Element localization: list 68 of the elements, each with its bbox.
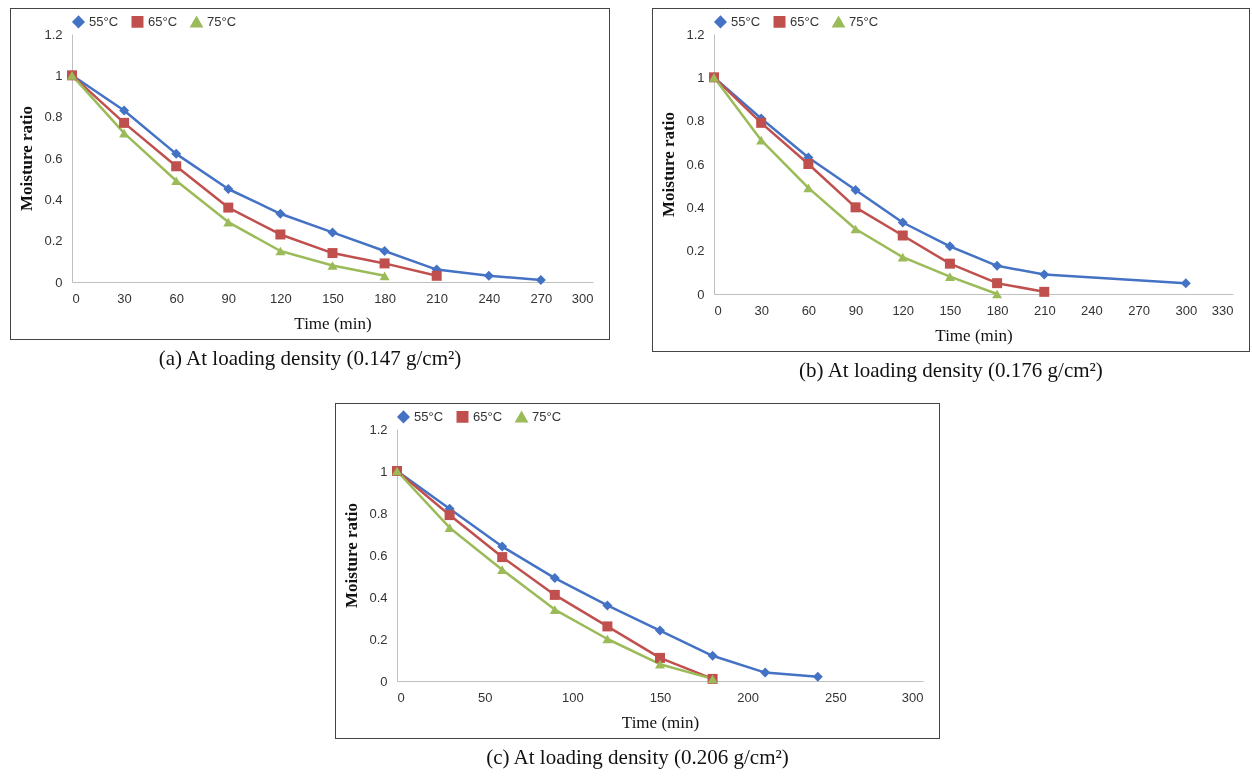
- x-tick-label: 90: [221, 290, 237, 306]
- x-tick-label: 60: [169, 290, 184, 306]
- legend-label: 65°C: [473, 408, 503, 424]
- text: (b) At loading density (0.176 g/cm²): [798, 358, 1104, 383]
- y-tick-label: 0.6: [44, 150, 63, 166]
- x-tick-label: 0: [397, 689, 405, 705]
- x-tick-label: 270: [530, 290, 553, 306]
- y-tick-label: 0.2: [686, 243, 705, 259]
- legend-label: 65°C: [790, 13, 820, 29]
- y-tick-label: 0.2: [44, 233, 63, 249]
- y-tick-label: 0: [55, 274, 63, 290]
- y-tick-label: 1.2: [686, 26, 705, 42]
- x-tick-label: 240: [478, 290, 501, 306]
- x-tick-label: 90: [848, 302, 864, 318]
- x-tick-label: 180: [374, 290, 396, 306]
- y-tick-label: 0.8: [686, 113, 705, 129]
- x-tick-label: 250: [824, 689, 847, 705]
- x-tick-label: 240: [1081, 302, 1103, 318]
- y-axis-title: Moisture ratio: [342, 503, 362, 608]
- legend-label: 75°C: [532, 409, 562, 425]
- x-tick-label: 120: [270, 290, 292, 306]
- x-tick-label: 30: [117, 290, 132, 306]
- y-tick-label: 0.8: [369, 505, 388, 521]
- x-tick-label: 330: [1211, 302, 1234, 318]
- y-tick-label: 0.6: [369, 547, 388, 563]
- y-tick-label: 0.4: [369, 589, 388, 605]
- y-tick-label: 1.2: [44, 26, 63, 42]
- y-tick-label: 0.4: [686, 199, 705, 215]
- legend-label: 55°C: [731, 13, 761, 29]
- x-tick-label: 270: [1128, 302, 1150, 318]
- y-tick-label: 1.2: [369, 421, 388, 437]
- x-tick-label: 150: [649, 689, 672, 705]
- y-tick-label: 1: [55, 67, 63, 83]
- x-tick-label: 50: [477, 689, 493, 705]
- x-tick-label: 0: [72, 290, 80, 306]
- text: (a) At loading density (0.147 g/cm²): [157, 346, 463, 371]
- legend-label: 55°C: [89, 13, 119, 29]
- x-axis-title: Time (min): [935, 325, 1013, 345]
- y-tick-label: 0.8: [44, 109, 63, 125]
- x-tick-label: 300: [1175, 302, 1198, 318]
- x-tick-label: 150: [939, 302, 962, 318]
- x-tick-label: 120: [892, 302, 915, 318]
- x-tick-label: 60: [801, 302, 817, 318]
- y-tick-label: 0: [380, 673, 388, 689]
- legend-label: 75°C: [849, 14, 879, 30]
- x-tick-label: 180: [986, 302, 1009, 318]
- x-tick-label: 210: [426, 290, 449, 306]
- x-tick-label: 100: [561, 689, 584, 705]
- legend-label: 55°C: [414, 408, 444, 424]
- y-tick-label: 0.2: [369, 631, 388, 647]
- y-tick-label: 1: [380, 463, 388, 479]
- x-tick-label: 30: [754, 302, 769, 318]
- y-axis-title: Moisture ratio: [17, 106, 37, 211]
- x-tick-label: 300: [901, 689, 924, 705]
- x-axis-title: Time (min): [294, 313, 372, 333]
- x-tick-label: 300: [571, 290, 594, 306]
- legend-label: 75°C: [207, 14, 237, 30]
- x-tick-label: 200: [737, 689, 760, 705]
- x-tick-label: 0: [714, 302, 722, 318]
- text: (c) At loading density (0.206 g/cm²): [485, 745, 790, 770]
- y-axis-title: Moisture ratio: [659, 112, 679, 217]
- y-tick-label: 0.4: [44, 191, 63, 207]
- x-tick-label: 210: [1033, 302, 1056, 318]
- x-tick-label: 150: [322, 290, 344, 306]
- x-axis-title: Time (min): [621, 712, 700, 732]
- y-tick-label: 1: [697, 69, 705, 85]
- legend-label: 65°C: [148, 13, 178, 29]
- y-tick-label: 0.6: [686, 156, 705, 172]
